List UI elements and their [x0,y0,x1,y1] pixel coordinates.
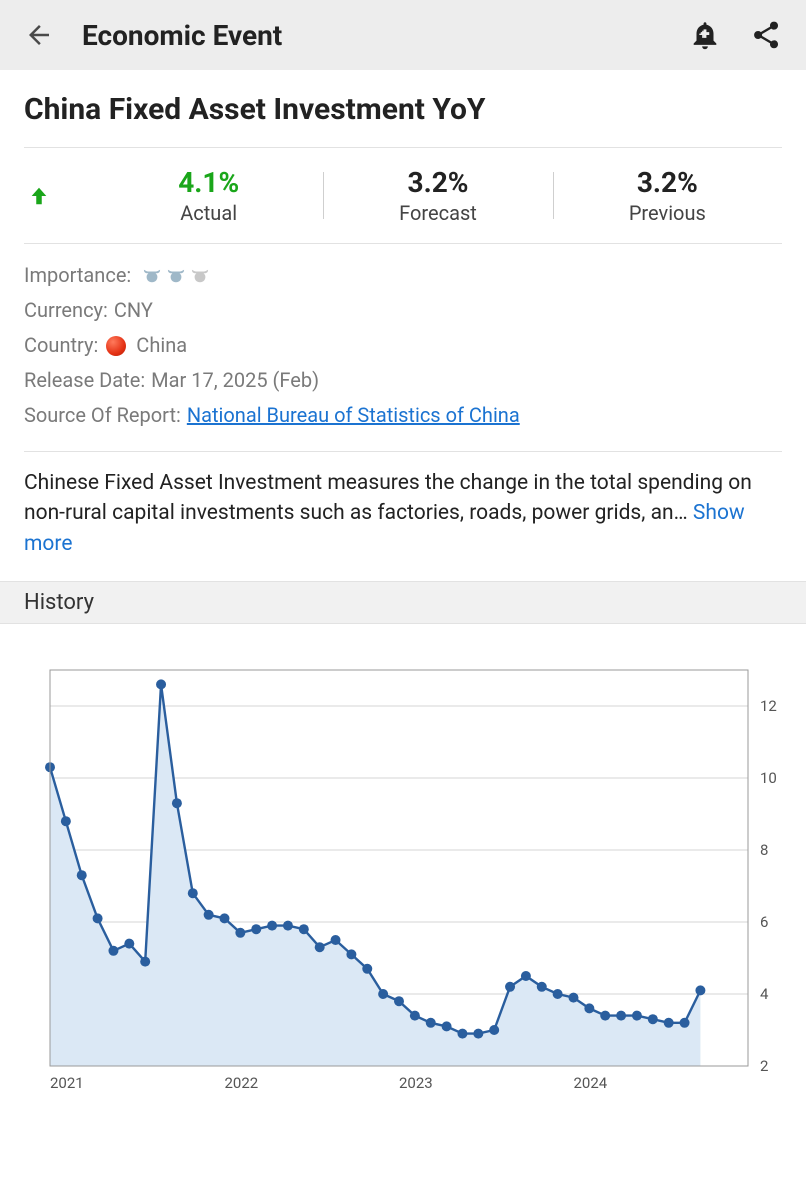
svg-text:2021: 2021 [50,1074,84,1092]
meta-country-label: Country: [24,328,98,363]
meta-release: Release Date: Mar 17, 2025 (Feb) [24,363,782,398]
svg-text:2024: 2024 [574,1074,608,1092]
meta-importance-label: Importance: [24,258,131,293]
app-header: Economic Event [0,0,806,70]
importance-bulls [141,267,211,285]
meta-country-value: China [136,328,187,363]
bull-icon-active [165,267,187,285]
arrow-up-icon [28,185,50,207]
content-area: China Fixed Asset Investment YoY 4.1% Ac… [0,70,806,581]
meta-importance: Importance: [24,258,782,293]
header-title: Economic Event [82,19,660,52]
svg-text:8: 8 [760,841,768,859]
svg-text:2022: 2022 [225,1074,259,1092]
description: Chinese Fixed Asset Investment measures … [24,452,782,581]
meta-currency-label: Currency: [24,293,108,328]
meta-source-label: Source Of Report: [24,398,181,433]
meta-release-label: Release Date: [24,363,145,398]
stat-forecast-value: 3.2% [323,166,552,199]
meta-currency: Currency: CNY [24,293,782,328]
china-flag-icon [106,336,126,356]
meta-currency-value: CNY [114,293,153,328]
stat-actual: 4.1% Actual [94,166,323,225]
meta-block: Importance: Currency: CNY Country: China… [24,244,782,451]
bull-icon-active [141,267,163,285]
description-text: Chinese Fixed Asset Investment measures … [24,471,752,525]
svg-text:2: 2 [760,1057,768,1075]
svg-text:12: 12 [760,697,777,715]
alert-bell-icon[interactable] [688,18,722,52]
bull-icon-inactive [189,267,211,285]
page-title: China Fixed Asset Investment YoY [24,92,782,127]
svg-text:4: 4 [760,985,769,1003]
stat-forecast: 3.2% Forecast [323,166,552,225]
history-chart[interactable]: 2 4 6 8 10 12 2021 2022 2023 2024 [10,664,796,1104]
svg-text:6: 6 [760,913,768,931]
direction-indicator [24,185,94,207]
back-icon[interactable] [24,20,54,50]
svg-text:2023: 2023 [399,1074,433,1092]
stat-actual-label: Actual [94,201,323,225]
meta-release-value: Mar 17, 2025 (Feb) [151,363,319,398]
stat-previous: 3.2% Previous [553,166,782,225]
stats-row: 4.1% Actual 3.2% Forecast 3.2% Previous [24,148,782,243]
share-icon[interactable] [750,19,782,51]
meta-source: Source Of Report: National Bureau of Sta… [24,398,782,433]
stat-actual-value: 4.1% [94,166,323,199]
stat-previous-label: Previous [553,201,782,225]
meta-source-link[interactable]: National Bureau of Statistics of China [187,398,520,433]
history-chart-container: 2 4 6 8 10 12 2021 2022 2023 2024 [0,624,806,1114]
meta-country: Country: China [24,328,782,363]
history-heading: History [0,581,806,624]
stat-previous-value: 3.2% [553,166,782,199]
svg-text:10: 10 [760,769,777,787]
stat-forecast-label: Forecast [323,201,552,225]
